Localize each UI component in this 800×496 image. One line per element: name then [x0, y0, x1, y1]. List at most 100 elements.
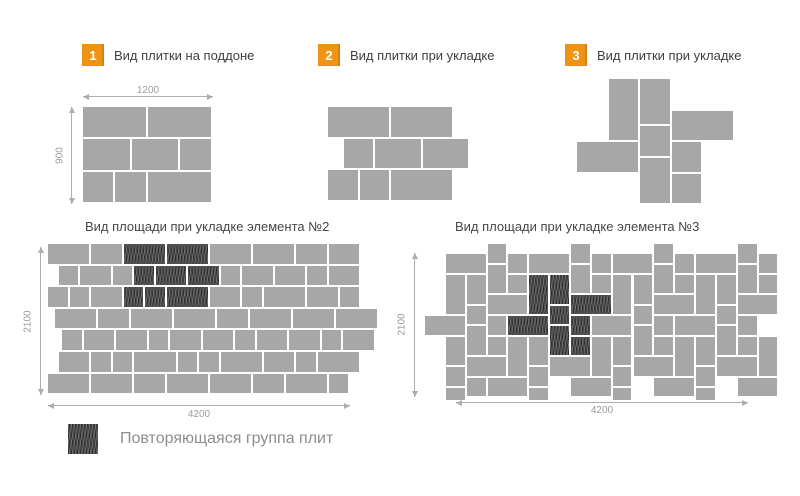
area2-width-dimension: 4200: [187, 409, 211, 420]
tile: [131, 139, 179, 170]
hatched-tile: [123, 244, 165, 264]
tile: [58, 352, 90, 372]
tile: [130, 308, 172, 329]
tile: [445, 254, 486, 273]
section-title-element3: Вид площади при укладке элемента №3: [455, 219, 700, 234]
tile: [716, 274, 736, 304]
tile: [445, 367, 465, 387]
header-item-1: 1 Вид плитки на поддоне: [82, 44, 254, 66]
tile: [91, 244, 122, 264]
hatched-tile: [570, 336, 590, 356]
tile: [633, 357, 674, 376]
hatched-tile: [134, 265, 154, 286]
area3-width-dimension: 4200: [590, 405, 614, 416]
tile: [612, 336, 632, 366]
tile: [307, 265, 327, 286]
tile: [134, 373, 165, 394]
tile: [608, 79, 638, 140]
tile: [591, 254, 611, 273]
pallet-height-dimension: 900: [54, 147, 66, 164]
tile: [612, 388, 632, 400]
tile: [675, 336, 695, 376]
tile: [359, 170, 389, 200]
pallet-height-dimension-line: [69, 107, 75, 204]
tile: [591, 377, 611, 397]
tile: [508, 377, 528, 397]
tile: [91, 373, 133, 394]
tile: [466, 377, 486, 397]
tile: [466, 305, 486, 325]
header-item-2: 2 Вид плитки при укладке: [318, 44, 494, 66]
tile: [83, 107, 146, 138]
tile: [654, 316, 674, 335]
tile: [445, 274, 465, 315]
tile: [147, 107, 211, 138]
tile: [375, 138, 421, 168]
tile: [48, 287, 68, 307]
tile: [134, 352, 176, 372]
tile: [508, 274, 528, 294]
tile: [328, 170, 358, 200]
tile: [318, 352, 360, 372]
area2-height-dimension: 2100: [22, 310, 34, 333]
tile: [147, 171, 211, 203]
hatched-tile: [508, 316, 549, 335]
hatched-tile: [166, 244, 208, 264]
tile: [466, 326, 486, 356]
tile: [112, 352, 133, 372]
tile: [633, 326, 653, 356]
tile: [758, 274, 778, 294]
tile: [654, 336, 674, 356]
tile: [391, 107, 452, 137]
hatched-tile: [166, 287, 208, 307]
tile: [202, 330, 234, 350]
tile: [466, 357, 507, 376]
tile: [675, 377, 695, 397]
area-element2-diagram: [48, 244, 380, 396]
tile: [264, 352, 295, 372]
tile: [199, 352, 219, 372]
tile: [242, 265, 273, 286]
header-label-3: Вид плитки при укладке: [597, 47, 742, 63]
tile: [48, 373, 90, 394]
tile: [633, 305, 653, 325]
tile: [425, 316, 465, 335]
tile: [612, 274, 632, 315]
hatched-tile: [550, 274, 569, 304]
tile: [220, 352, 262, 372]
step-badge-3: 3: [565, 44, 587, 66]
tile: [696, 274, 715, 315]
header-item-3: 3 Вид плитки при укладке: [565, 44, 741, 66]
tile: [445, 388, 465, 400]
tile: [116, 330, 147, 350]
tile: [328, 265, 360, 286]
tile: [274, 265, 306, 286]
tile: [343, 138, 374, 168]
tile: [256, 330, 288, 350]
tile: [80, 265, 111, 286]
tile: [487, 264, 507, 294]
tile: [671, 110, 733, 140]
tile: [529, 388, 549, 400]
tile: [83, 171, 114, 203]
tile: [570, 264, 590, 294]
tile: [529, 254, 569, 273]
tile: [529, 336, 549, 366]
area2-height-dimension-line: [38, 247, 44, 395]
tile: [487, 316, 507, 335]
tile: [640, 126, 670, 156]
pallet-width-dimension: 1200: [136, 85, 160, 96]
hatched-tile: [156, 265, 187, 286]
tile: [177, 352, 198, 372]
tile: [591, 316, 632, 335]
tile: [69, 287, 90, 307]
tile: [112, 265, 133, 286]
tile: [217, 308, 248, 329]
tile: [210, 287, 241, 307]
step-badge-2: 2: [318, 44, 340, 66]
tile: [696, 388, 715, 400]
laying-pattern-element2-diagram: [328, 107, 478, 202]
tile: [716, 357, 757, 376]
tile: [591, 274, 611, 294]
tile: [289, 330, 320, 350]
